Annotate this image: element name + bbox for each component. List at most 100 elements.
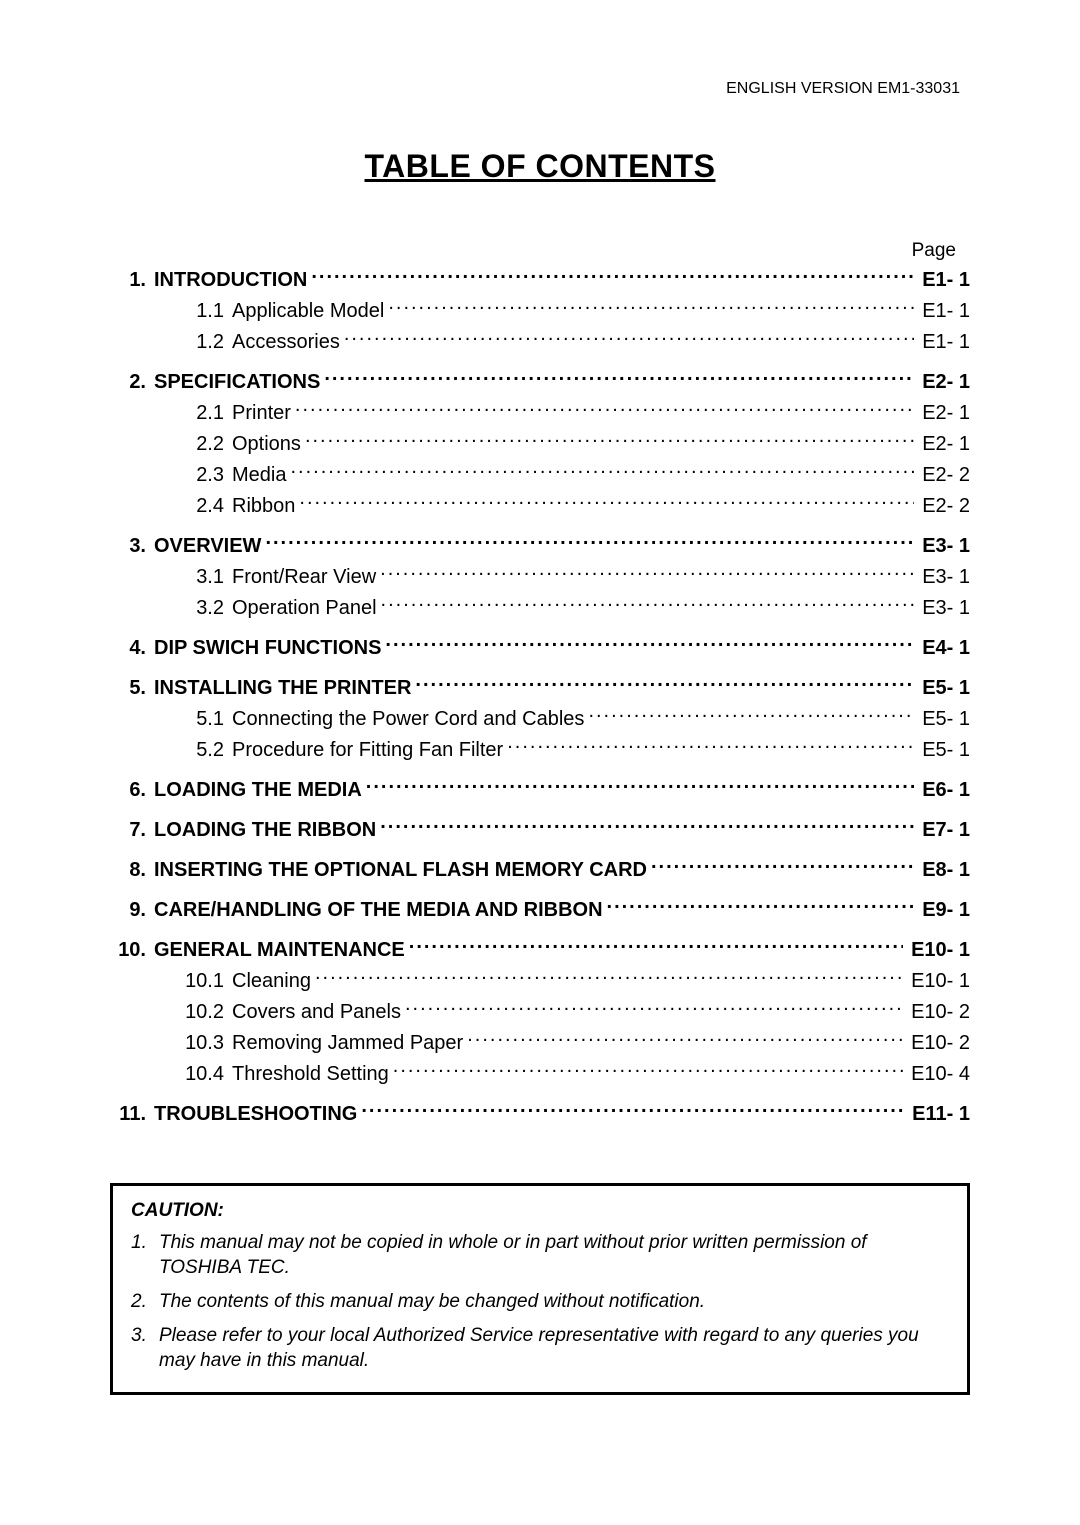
toc-gap: [110, 845, 970, 854]
toc-main-row: 5.INSTALLING THE PRINTERE5- 1: [110, 672, 970, 702]
toc-leader: [388, 295, 914, 317]
toc-page: E2- 1: [918, 368, 970, 396]
toc-gap: [110, 663, 970, 672]
toc-page: E1- 1: [918, 328, 970, 356]
toc-leader: [381, 592, 915, 614]
toc-sub-row: 3.1Front/Rear ViewE3- 1: [110, 561, 970, 591]
toc-leader: [393, 1058, 903, 1080]
toc-number: 8.: [110, 856, 154, 884]
toc-main-row: 1.INTRODUCTIONE1- 1: [110, 264, 970, 294]
toc-number: 2.1: [180, 399, 232, 427]
toc-leader: [607, 894, 915, 916]
toc-leader: [651, 854, 914, 876]
toc-title: LOADING THE MEDIA: [154, 776, 362, 804]
toc-title: Operation Panel: [232, 594, 377, 622]
caution-item-number: 1.: [131, 1230, 159, 1281]
toc-leader: [324, 366, 914, 388]
toc-title: INSTALLING THE PRINTER: [154, 674, 411, 702]
toc-title: Applicable Model: [232, 297, 384, 325]
toc-sub-row: 2.1PrinterE2- 1: [110, 397, 970, 427]
toc-gap: [110, 623, 970, 632]
toc-number: 1.1: [180, 297, 232, 325]
toc-number: 11.: [110, 1100, 154, 1128]
caution-item-number: 3.: [131, 1323, 159, 1374]
toc-title: Options: [232, 430, 301, 458]
toc-number: 2.4: [180, 492, 232, 520]
toc-number: 10.1: [180, 967, 232, 995]
toc-leader: [299, 490, 914, 512]
toc-page: E10- 2: [907, 998, 970, 1026]
caution-item: 2.The contents of this manual may be cha…: [131, 1289, 949, 1315]
toc-title: CARE/HANDLING OF THE MEDIA AND RIBBON: [154, 896, 603, 924]
toc-page: E2- 1: [918, 430, 970, 458]
toc-leader: [588, 703, 914, 725]
toc-page: E8- 1: [918, 856, 970, 884]
toc-number: 3.1: [180, 563, 232, 591]
toc-number: 1.2: [180, 328, 232, 356]
toc-title: Connecting the Power Cord and Cables: [232, 705, 584, 733]
toc-gap: [110, 357, 970, 366]
caution-item: 1.This manual may not be copied in whole…: [131, 1230, 949, 1281]
toc-leader: [380, 561, 914, 583]
toc-page: E3- 1: [918, 532, 970, 560]
toc-main-row: 2.SPECIFICATIONSE2- 1: [110, 366, 970, 396]
toc-leader: [305, 428, 914, 450]
toc-title: TROUBLESHOOTING: [154, 1100, 357, 1128]
toc-title: Accessories: [232, 328, 340, 356]
toc-title: Covers and Panels: [232, 998, 401, 1026]
toc-main-row: 9.CARE/HANDLING OF THE MEDIA AND RIBBONE…: [110, 894, 970, 924]
document-header: ENGLISH VERSION EM1-33031: [110, 80, 970, 98]
toc-number: 10.4: [180, 1060, 232, 1088]
caution-item-text: The contents of this manual may be chang…: [159, 1289, 949, 1315]
toc-page: E2- 2: [918, 461, 970, 489]
toc-title: Printer: [232, 399, 291, 427]
toc-page: E5- 1: [918, 705, 970, 733]
toc-number: 9.: [110, 896, 154, 924]
toc-title: Cleaning: [232, 967, 311, 995]
toc-main-row: 11.TROUBLESHOOTINGE11- 1: [110, 1098, 970, 1128]
toc-leader: [467, 1027, 903, 1049]
caution-list: 1.This manual may not be copied in whole…: [131, 1230, 949, 1374]
toc-page: E10- 4: [907, 1060, 970, 1088]
toc-sub-row: 1.1Applicable Model E1- 1: [110, 295, 970, 325]
page-column-label: Page: [110, 240, 970, 262]
toc-gap: [110, 765, 970, 774]
toc-title: Threshold Setting: [232, 1060, 389, 1088]
toc-number: 4.: [110, 634, 154, 662]
toc-sub-row: 10.4Threshold Setting E10- 4: [110, 1058, 970, 1088]
toc-sub-row: 3.2Operation Panel E3- 1: [110, 592, 970, 622]
toc-title: Ribbon: [232, 492, 295, 520]
toc-page: E2- 2: [918, 492, 970, 520]
toc-page: E7- 1: [918, 816, 970, 844]
toc-number: 3.: [110, 532, 154, 560]
caution-heading: CAUTION:: [131, 1200, 949, 1222]
toc-leader: [361, 1098, 904, 1120]
toc-leader: [385, 632, 914, 654]
toc-gap: [110, 885, 970, 894]
toc-number: 2.: [110, 368, 154, 396]
toc-page: E10- 1: [907, 936, 970, 964]
toc-title: LOADING THE RIBBON: [154, 816, 376, 844]
toc-leader: [507, 734, 914, 756]
toc-page: E3- 1: [918, 594, 970, 622]
toc-number: 7.: [110, 816, 154, 844]
toc-page: E6- 1: [918, 776, 970, 804]
toc-leader: [295, 397, 914, 419]
toc-leader: [311, 264, 914, 286]
toc-sub-row: 10.2Covers and PanelsE10- 2: [110, 996, 970, 1026]
toc-title: Removing Jammed Paper: [232, 1029, 463, 1057]
toc-main-row: 10.GENERAL MAINTENANCEE10- 1: [110, 934, 970, 964]
toc-page: E1- 1: [918, 297, 970, 325]
toc-main-row: 4.DIP SWICH FUNCTIONSE4- 1: [110, 632, 970, 662]
caution-item-number: 2.: [131, 1289, 159, 1315]
toc-title: Media: [232, 461, 286, 489]
toc-leader: [344, 326, 914, 348]
toc-sub-row: 10.3Removing Jammed PaperE10- 2: [110, 1027, 970, 1057]
toc-title: INSERTING THE OPTIONAL FLASH MEMORY CARD: [154, 856, 647, 884]
caution-item-text: This manual may not be copied in whole o…: [159, 1230, 949, 1281]
toc-number: 3.2: [180, 594, 232, 622]
toc-sub-row: 2.3MediaE2- 2: [110, 459, 970, 489]
caution-item-text: Please refer to your local Authorized Se…: [159, 1323, 949, 1374]
toc-number: 10.: [110, 936, 154, 964]
toc-number: 1.: [110, 266, 154, 294]
